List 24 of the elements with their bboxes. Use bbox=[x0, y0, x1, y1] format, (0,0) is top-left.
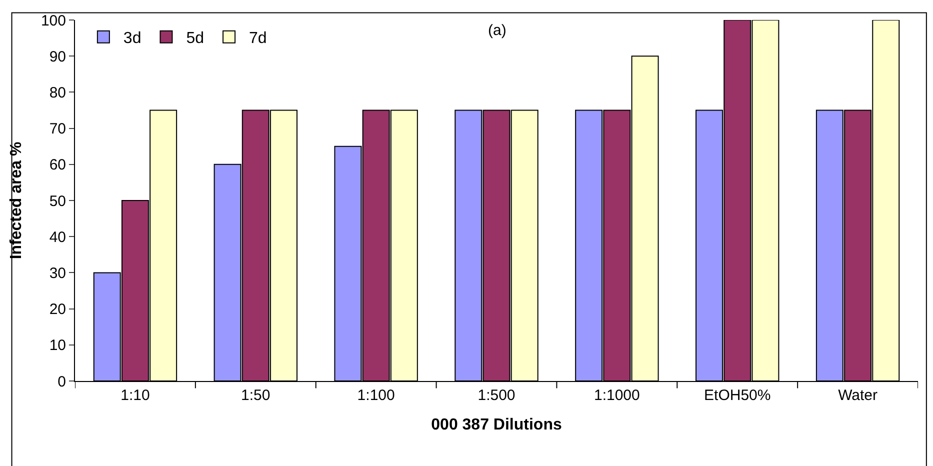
y-tick-label: 40 bbox=[49, 228, 66, 246]
x-tick-label: 1:100 bbox=[357, 387, 395, 404]
y-tick-label: 50 bbox=[49, 192, 66, 210]
x-tick-label: 1:500 bbox=[478, 387, 516, 404]
y-tick-label: 70 bbox=[49, 120, 66, 138]
y-tick-label: 20 bbox=[49, 301, 66, 318]
legend-label: 3d bbox=[123, 30, 142, 48]
x-tick-label: Water bbox=[838, 387, 878, 404]
legend-label: 5d bbox=[186, 30, 204, 48]
y-axis-title: Infected area % bbox=[8, 142, 25, 260]
chart-title: (a) bbox=[488, 22, 506, 39]
y-tick-label: 10 bbox=[49, 337, 66, 354]
y-tick-label: 30 bbox=[49, 264, 66, 282]
x-tick-label: EtOH50% bbox=[704, 387, 771, 404]
x-axis-title: 000 387 Dilutions bbox=[431, 416, 562, 434]
x-tick-label: 1:10 bbox=[120, 387, 150, 404]
x-tick-label: 1:1000 bbox=[594, 387, 640, 404]
y-tick-label: 80 bbox=[49, 84, 66, 102]
y-tick-label: 60 bbox=[49, 156, 66, 174]
x-tick-label: 1:50 bbox=[241, 387, 270, 404]
legend-label: 7d bbox=[249, 30, 267, 48]
y-tick-label: 100 bbox=[40, 12, 66, 30]
y-tick-label: 90 bbox=[49, 48, 66, 66]
y-tick-label: 0 bbox=[58, 373, 66, 390]
